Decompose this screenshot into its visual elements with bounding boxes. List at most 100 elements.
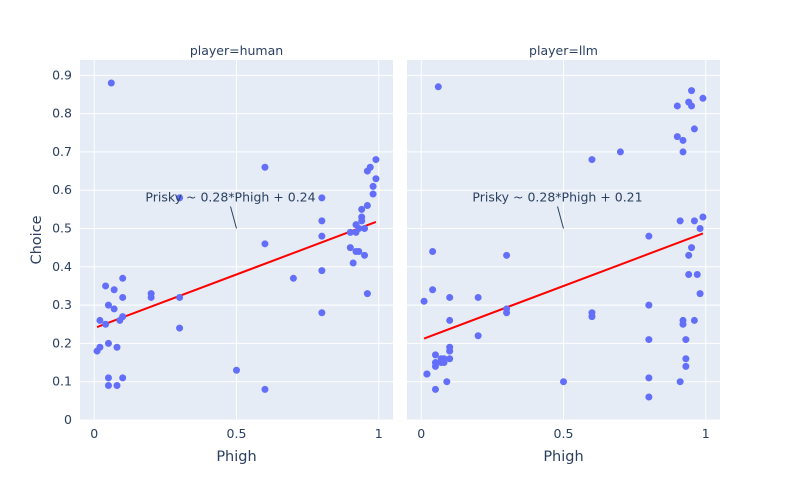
scatter-point[interactable] xyxy=(588,156,596,164)
scatter-point[interactable] xyxy=(676,217,684,225)
scatter-point[interactable] xyxy=(446,355,454,363)
scatter-point[interactable] xyxy=(318,217,326,225)
scatter-point[interactable] xyxy=(366,163,374,171)
scatter-point[interactable] xyxy=(119,293,127,301)
scatter-point[interactable] xyxy=(361,251,369,259)
scatter-point[interactable] xyxy=(645,393,653,401)
scatter-point[interactable] xyxy=(696,225,704,233)
scatter-point[interactable] xyxy=(318,267,326,275)
scatter-point[interactable] xyxy=(104,339,112,347)
scatter-point[interactable] xyxy=(289,274,297,282)
scatter-point[interactable] xyxy=(318,309,326,317)
scatter-point[interactable] xyxy=(372,156,380,164)
scatter-point[interactable] xyxy=(682,362,690,370)
scatter-point[interactable] xyxy=(369,190,377,198)
scatter-point[interactable] xyxy=(699,213,707,221)
scatter-point[interactable] xyxy=(369,182,377,190)
scatter-point[interactable] xyxy=(679,136,687,144)
scatter-point[interactable] xyxy=(688,102,696,110)
scatter-point[interactable] xyxy=(679,148,687,156)
scatter-point[interactable] xyxy=(673,133,681,141)
scatter-point[interactable] xyxy=(423,370,431,378)
scatter-point[interactable] xyxy=(96,343,104,351)
scatter-point[interactable] xyxy=(690,316,698,324)
scatter-point[interactable] xyxy=(688,244,696,252)
scatter-point[interactable] xyxy=(119,274,127,282)
scatter-point[interactable] xyxy=(676,378,684,386)
scatter-point[interactable] xyxy=(699,94,707,102)
scatter-point[interactable] xyxy=(685,270,693,278)
scatter-point[interactable] xyxy=(113,343,121,351)
scatter-point[interactable] xyxy=(440,355,448,363)
scatter-point[interactable] xyxy=(690,217,698,225)
scatter-point[interactable] xyxy=(688,87,696,95)
scatter-point[interactable] xyxy=(443,378,451,386)
y-axis-title: Choice xyxy=(29,215,45,264)
x-tick-label: 0 xyxy=(90,426,98,441)
scatter-point[interactable] xyxy=(431,385,439,393)
scatter-point[interactable] xyxy=(318,194,326,202)
scatter-point[interactable] xyxy=(696,290,704,298)
scatter-point[interactable] xyxy=(346,228,354,236)
scatter-point[interactable] xyxy=(503,251,511,259)
scatter-point[interactable] xyxy=(110,286,118,294)
scatter-point[interactable] xyxy=(110,305,118,313)
scatter-point[interactable] xyxy=(261,240,269,248)
scatter-point[interactable] xyxy=(104,374,112,382)
scatter-point[interactable] xyxy=(358,205,366,213)
scatter-point[interactable] xyxy=(104,382,112,390)
scatter-point[interactable] xyxy=(176,324,184,332)
scatter-point[interactable] xyxy=(107,79,115,87)
scatter-point[interactable] xyxy=(113,382,121,390)
scatter-point[interactable] xyxy=(645,336,653,344)
scatter-point[interactable] xyxy=(318,232,326,240)
scatter-point[interactable] xyxy=(682,336,690,344)
scatter-point[interactable] xyxy=(102,282,110,290)
scatter-point[interactable] xyxy=(361,225,369,233)
scatter-point[interactable] xyxy=(446,347,454,355)
scatter-point[interactable] xyxy=(685,251,693,259)
scatter-point[interactable] xyxy=(358,217,366,225)
scatter-point[interactable] xyxy=(119,374,127,382)
scatter-point[interactable] xyxy=(434,83,442,91)
scatter-point[interactable] xyxy=(147,293,155,301)
scatter-point[interactable] xyxy=(261,385,269,393)
scatter-point[interactable] xyxy=(355,225,363,233)
scatter-point[interactable] xyxy=(690,125,698,133)
scatter-point[interactable] xyxy=(446,316,454,324)
scatter-point[interactable] xyxy=(420,297,428,305)
scatter-point[interactable] xyxy=(645,374,653,382)
scatter-point[interactable] xyxy=(104,301,112,309)
scatter-point[interactable] xyxy=(349,259,357,267)
scatter-point[interactable] xyxy=(176,293,184,301)
facet-title-left: player=human xyxy=(190,43,283,58)
scatter-point[interactable] xyxy=(645,232,653,240)
scatter-point[interactable] xyxy=(560,378,567,386)
scatter-point[interactable] xyxy=(176,194,184,202)
scatter-point[interactable] xyxy=(588,313,596,321)
scatter-point[interactable] xyxy=(616,148,624,156)
scatter-point[interactable] xyxy=(474,293,482,301)
scatter-point[interactable] xyxy=(363,290,371,298)
scatter-point[interactable] xyxy=(429,286,437,294)
scatter-point[interactable] xyxy=(679,320,687,328)
scatter-point[interactable] xyxy=(96,316,104,324)
scatter-point[interactable] xyxy=(503,309,511,317)
scatter-point[interactable] xyxy=(682,355,690,363)
scatter-point[interactable] xyxy=(673,102,681,110)
scatter-point[interactable] xyxy=(429,247,437,255)
scatter-point[interactable] xyxy=(355,247,363,255)
scatter-point[interactable] xyxy=(693,270,701,278)
scatter-point[interactable] xyxy=(372,175,380,183)
scatter-point[interactable] xyxy=(431,351,439,359)
scatter-point[interactable] xyxy=(261,163,269,171)
scatter-point[interactable] xyxy=(346,244,354,252)
scatter-point[interactable] xyxy=(102,320,110,328)
scatter-point[interactable] xyxy=(431,362,439,370)
scatter-point[interactable] xyxy=(446,293,454,301)
scatter-point[interactable] xyxy=(645,301,653,309)
scatter-point[interactable] xyxy=(363,202,371,210)
scatter-point[interactable] xyxy=(233,366,240,374)
scatter-point[interactable] xyxy=(474,332,482,340)
scatter-point[interactable] xyxy=(119,313,127,321)
